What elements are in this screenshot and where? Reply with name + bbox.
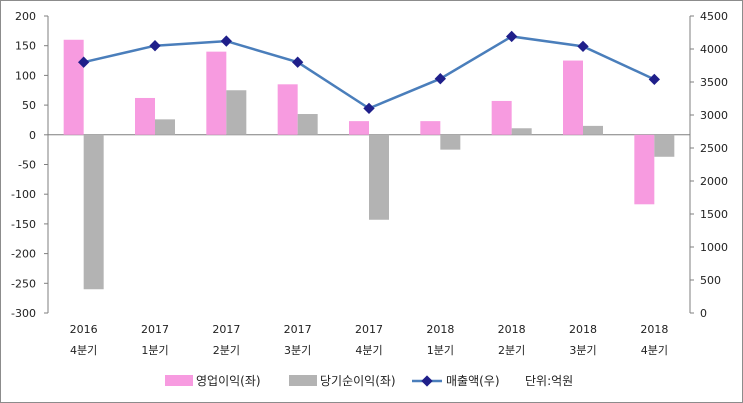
bar-net-income	[155, 119, 175, 135]
revenue-marker	[220, 35, 232, 47]
legend: 영업이익(좌) 당기순이익(좌) 매출액(우) 단위:억원	[165, 374, 573, 388]
legend-swatch-net-income	[289, 375, 317, 386]
y-right-tick-label: 2000	[700, 175, 728, 188]
bar-operating-profit	[420, 121, 441, 135]
y-left-tick-label: -150	[11, 218, 36, 231]
bar-net-income	[654, 134, 675, 157]
revenue-marker	[506, 30, 518, 43]
x-category-year: 2018	[640, 323, 668, 336]
bar-net-income	[440, 134, 461, 150]
y-right-tick-label: 4000	[700, 43, 728, 56]
legend-swatch-operating-profit	[165, 375, 193, 386]
legend-label-net-income: 당기순이익(좌)	[320, 374, 396, 388]
bar-net-income	[369, 134, 389, 220]
y-right-tick-label: 1000	[700, 241, 728, 254]
unit-note: 단위:억원	[525, 374, 573, 388]
x-category-year: 2017	[355, 323, 383, 336]
bar-net-income	[511, 128, 532, 135]
bar-operating-profit	[277, 84, 298, 135]
bar-operating-profit	[63, 39, 84, 135]
x-category-quarter: 3분기	[569, 344, 596, 357]
y-left-tick-label: 100	[15, 69, 36, 82]
y-right-tick-label: 1500	[700, 208, 728, 221]
y-right-tick-label: 2500	[700, 142, 728, 155]
revenue-marker	[149, 40, 161, 52]
x-category-year: 2017	[141, 323, 169, 336]
y-left-tick-label: 50	[22, 99, 36, 112]
bar-operating-profit	[206, 51, 227, 135]
x-category-year: 2018	[426, 323, 454, 336]
x-category-quarter: 2분기	[498, 344, 525, 357]
y-left-tick-label: -100	[11, 188, 36, 201]
legend-marker-revenue	[421, 375, 433, 387]
revenue-marker	[648, 73, 660, 86]
revenue-marker	[434, 73, 446, 85]
x-category-quarter: 1분기	[427, 344, 454, 357]
y-right-tick-label: 0	[700, 307, 707, 320]
x-category-year: 2018	[569, 323, 597, 336]
y-left-tick-label: -300	[11, 307, 36, 320]
y-right-tick-label: 3500	[700, 76, 728, 89]
bar-operating-profit	[491, 100, 512, 135]
category-labels: 2016 4분기 2017 1분기 2017 2분기 2017 3분기 2017 4분기 2018 1…	[70, 323, 669, 357]
y-left-tick-label: -50	[18, 159, 36, 172]
x-category-quarter: 2분기	[213, 344, 240, 357]
x-category-quarter: 4분기	[70, 344, 97, 357]
bar-operating-profit	[634, 134, 655, 205]
bar-operating-profit	[563, 60, 583, 135]
x-category-year: 2016	[70, 323, 98, 336]
tick-labels: -300-250-200-150-100-5005010015020005001…	[11, 10, 728, 320]
y-left-tick-label: 0	[29, 129, 36, 142]
x-category-year: 2017	[284, 323, 312, 336]
y-right-tick-label: 4500	[700, 10, 728, 23]
bar-net-income	[83, 134, 104, 290]
bars	[63, 39, 675, 290]
y-left-tick-label: 150	[15, 40, 36, 53]
legend-label-revenue: 매출액(우)	[446, 374, 500, 388]
bar-net-income	[297, 114, 318, 135]
y-right-tick-label: 500	[700, 274, 721, 287]
bar-net-income	[226, 90, 247, 135]
y-right-tick-label: 3000	[700, 109, 728, 122]
x-category-quarter: 4분기	[641, 344, 668, 357]
x-category-quarter: 3분기	[284, 344, 311, 357]
y-left-tick-label: 200	[15, 10, 36, 23]
y-left-tick-label: -200	[11, 248, 36, 261]
bar-net-income	[583, 125, 603, 135]
x-category-quarter: 4분기	[355, 344, 382, 357]
bar-operating-profit	[135, 97, 155, 135]
y-left-tick-label: -250	[11, 277, 36, 290]
revenue-marker	[577, 40, 589, 53]
bar-operating-profit	[349, 121, 369, 135]
x-category-quarter: 1분기	[141, 344, 168, 357]
x-category-year: 2017	[212, 323, 240, 336]
legend-label-operating-profit: 영업이익(좌)	[196, 374, 261, 388]
x-category-year: 2018	[498, 323, 526, 336]
